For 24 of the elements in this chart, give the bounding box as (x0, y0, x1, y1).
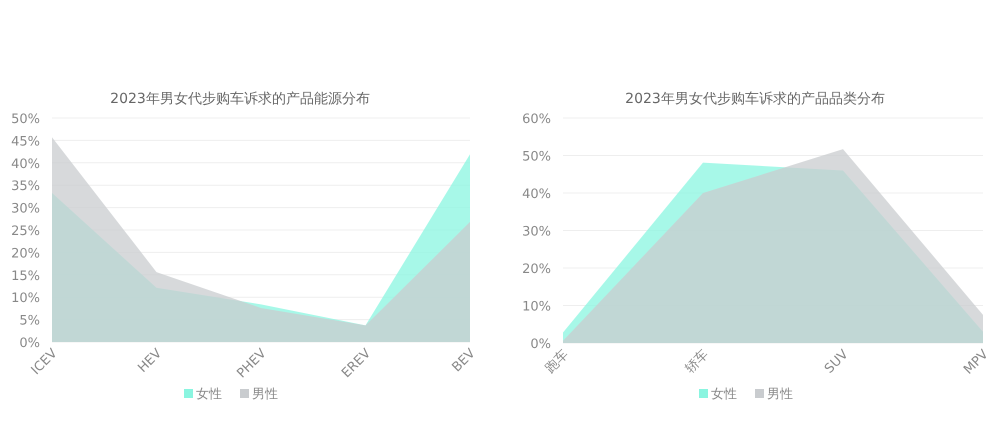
x-tick-label: 轿车 (682, 347, 712, 376)
y-tick-label: 20% (11, 246, 40, 262)
y-tick-label: 45% (11, 134, 40, 150)
y-tick-label: 5% (19, 314, 40, 329)
y-tick-label: 0% (19, 336, 40, 351)
y-tick-label: 30% (11, 202, 40, 217)
y-tick-label: 40% (522, 187, 551, 202)
y-tick-label: 40% (11, 156, 40, 172)
legend-label: 男性 (767, 387, 793, 402)
y-tick-label: 60% (522, 112, 551, 127)
legend-label: 男性 (252, 387, 278, 402)
y-tick-label: 20% (522, 262, 551, 277)
y-tick-label: 50% (522, 150, 551, 164)
legend-label: 女性 (196, 387, 222, 402)
y-tick-label: 10% (522, 300, 551, 314)
y-tick-label: 15% (11, 268, 40, 284)
y-tick-label: 35% (11, 179, 40, 194)
chart-title: 2023年男女代步购车诉求的产品能源分布 (110, 91, 370, 107)
y-tick-label: 50% (11, 112, 40, 127)
y-tick-label: 30% (522, 224, 551, 240)
legend-label: 女性 (711, 387, 737, 402)
y-tick-label: 10% (11, 291, 40, 306)
chart-title: 2023年男女代步购车诉求的产品品类分布 (625, 91, 885, 107)
y-tick-label: 25% (11, 224, 40, 239)
